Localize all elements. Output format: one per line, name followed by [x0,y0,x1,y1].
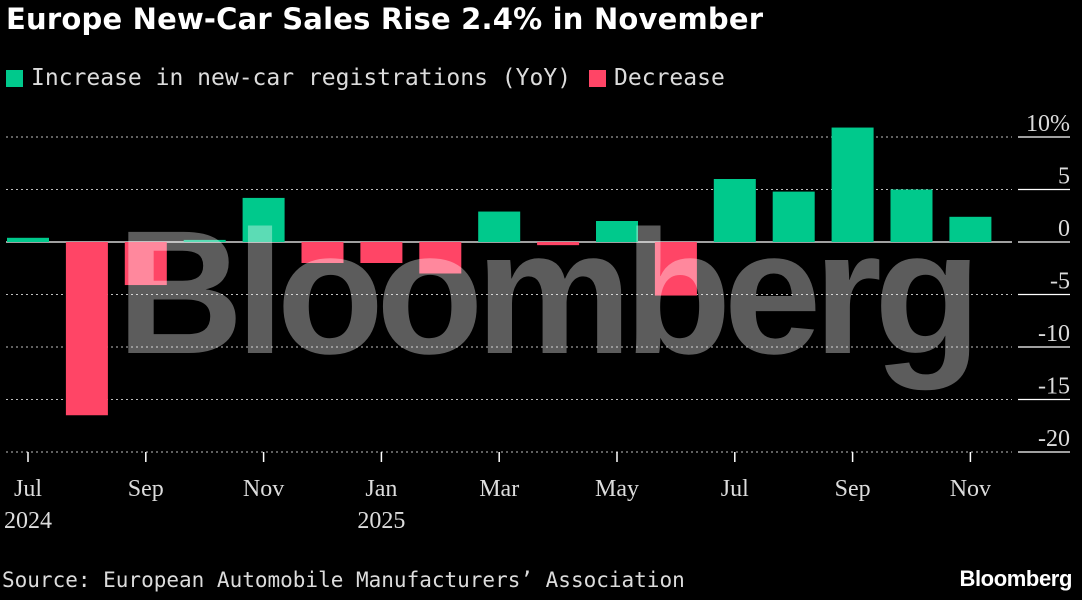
bloomberg-logo: Bloomberg [959,566,1072,591]
bar-dec-2024 [301,242,344,263]
bar-feb-2025 [419,242,462,274]
bar-aug-2024 [65,242,108,416]
chart-plot: 10% 5 0 -5 -10 -15 -20 Jul 2024 Sep Nov Jan 2025 Mar M… [4,111,1070,534]
x-tick-label: Sep [835,476,871,502]
bar-layer [7,127,992,416]
x-tick-label: Jul [721,476,749,502]
x-tick-label: Nov [243,476,284,502]
bar-jul-2025 [713,179,756,242]
bar-sep-2025 [831,127,874,242]
y-tick-label: -20 [1038,426,1070,452]
y-tick-label: -5 [1050,269,1070,295]
bar-jul-2024 [7,237,49,242]
legend-swatch-increase [6,69,23,87]
legend-label-increase: Increase in new-car registrations (YoY) [31,65,572,91]
chart-legend: Increase in new-car registrations (YoY) … [6,62,743,94]
x-tick-label: May [595,476,639,502]
bar-nov-2024 [242,197,285,242]
chart-title: Europe New-Car Sales Rise 2.4% in Novemb… [6,2,764,36]
x-tick-label: Jan [365,476,397,502]
bar-aug-2025 [772,191,815,242]
y-tick-label: 5 [1058,164,1070,190]
x-tick-label: Jul [14,476,42,502]
bar-mar-2025 [478,211,521,242]
y-tick-label: -15 [1038,374,1070,400]
axis-layer: 10% 5 0 -5 -10 -15 -20 Jul 2024 Sep Nov Jan 2025 Mar M… [4,111,1070,534]
y-tick-label: 0 [1058,216,1070,242]
legend-swatch-decrease [589,69,607,87]
bar-may-2025 [596,221,638,242]
x-tick-sublabel: 2025 [357,508,405,534]
bar-oct-2025 [890,189,933,242]
x-tick-sublabel: 2024 [4,508,52,534]
x-tick-label: Sep [128,476,164,502]
bar-sep-2024 [124,242,167,286]
legend-item-decrease: Decrease [589,65,725,91]
bar-oct-2024 [183,239,226,242]
y-tick-label: -10 [1038,321,1070,347]
bar-apr-2025 [537,242,580,246]
y-tick-label: 10% [1026,111,1070,137]
bar-jun-2025 [654,242,697,296]
bar-nov-2025 [949,216,992,242]
x-tick-label: Mar [479,476,519,502]
bar-jan-2025 [360,242,403,263]
source-note: Source: European Automobile Manufacturer… [2,568,685,592]
legend-label-decrease: Decrease [614,65,725,91]
x-tick-label: Nov [950,476,991,502]
legend-item-increase: Increase in new-car registrations (YoY) [6,65,571,91]
